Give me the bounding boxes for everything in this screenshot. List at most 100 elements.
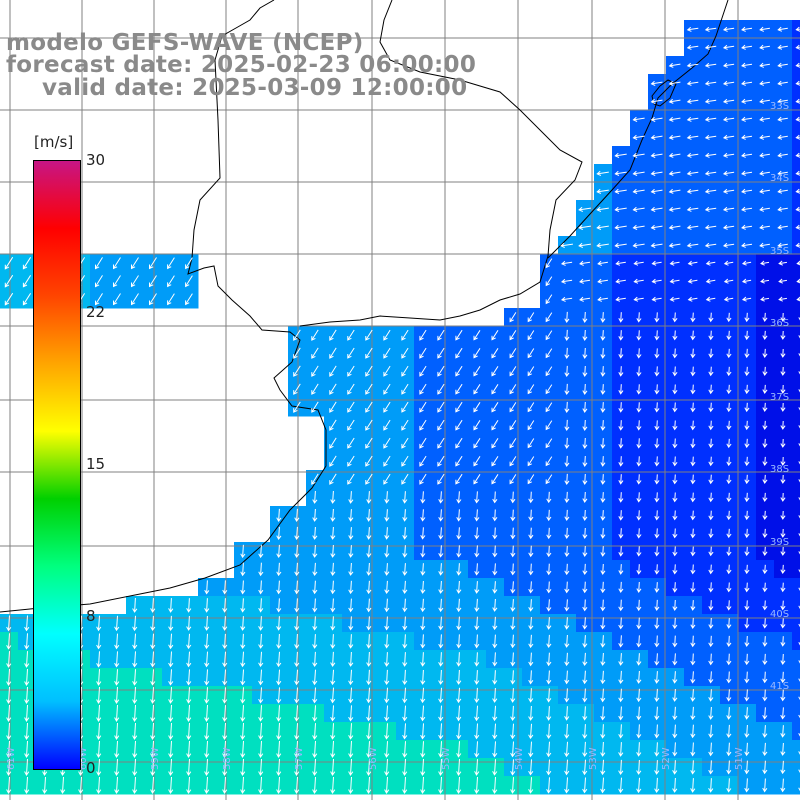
wind-arrow — [510, 581, 516, 594]
wind-arrow — [726, 546, 732, 557]
wind-arrow — [798, 605, 800, 610]
wind-arrow — [473, 402, 481, 413]
wind-arrow — [312, 758, 318, 776]
wind-arrow — [384, 687, 390, 704]
wind-arrow — [564, 581, 570, 594]
wind-arrow — [96, 615, 102, 632]
wind-arrow — [741, 98, 753, 104]
wind-arrow — [708, 742, 714, 757]
wind-arrow — [726, 778, 732, 793]
wind-arrow — [672, 706, 678, 721]
wind-arrow — [741, 296, 752, 302]
longitude-label: 55W — [441, 747, 452, 770]
wind-arrow — [690, 402, 696, 413]
wind-arrow — [419, 401, 427, 413]
wind-arrow — [240, 651, 246, 668]
wind-arrow — [708, 635, 714, 648]
wind-arrow — [618, 653, 624, 666]
wind-arrow — [204, 758, 210, 776]
wind-arrow — [95, 293, 103, 306]
wind-arrow — [798, 389, 800, 393]
wind-arrow — [618, 759, 624, 776]
wind-arrow — [419, 455, 427, 467]
wind-arrow — [528, 563, 534, 576]
wind-arrow — [722, 152, 735, 158]
wind-arrow — [24, 704, 30, 722]
wind-arrow — [204, 651, 210, 668]
wind-arrow — [474, 759, 480, 776]
wind-arrow — [276, 633, 282, 649]
wind-arrow — [672, 312, 678, 323]
wind-arrow — [455, 473, 463, 485]
wind-arrow — [510, 545, 516, 558]
wind-arrow — [690, 366, 696, 377]
wind-arrow — [168, 776, 174, 794]
wind-arrow — [780, 402, 786, 412]
wind-arrow — [150, 722, 156, 740]
wind-arrow — [564, 527, 570, 540]
wind-arrow — [672, 546, 678, 557]
wind-arrow — [726, 600, 732, 611]
wind-arrow — [222, 705, 228, 722]
wind-arrow — [704, 62, 717, 68]
wind-arrow — [456, 741, 462, 758]
wind-arrow — [150, 776, 156, 794]
wind-arrow — [473, 420, 481, 431]
wind-arrow — [579, 296, 591, 302]
wind-arrow — [690, 438, 696, 449]
wind-arrow — [564, 365, 570, 378]
wind-arrow — [690, 600, 696, 611]
wind-arrow — [704, 206, 717, 212]
wind-arrow — [204, 740, 210, 758]
wind-arrow — [348, 776, 354, 794]
latitude-label: 38S — [770, 464, 789, 475]
wind-arrow — [636, 688, 642, 703]
wind-arrow — [798, 371, 800, 375]
wind-arrow — [527, 456, 535, 467]
wind-arrow — [437, 473, 445, 485]
wind-arrow — [149, 293, 157, 306]
wind-arrow — [690, 671, 696, 684]
wind-arrow — [276, 651, 282, 668]
wind-arrow — [704, 26, 717, 32]
wind-arrow — [744, 438, 750, 449]
wind-arrow — [564, 329, 570, 342]
wind-arrow — [686, 224, 699, 230]
wind-arrow — [741, 224, 753, 230]
wind-arrow — [654, 456, 660, 467]
wind-arrow — [330, 705, 336, 722]
wind-arrow — [762, 760, 768, 775]
wind-arrow — [329, 329, 337, 341]
wind-arrow — [777, 242, 788, 248]
wind-arrow — [419, 347, 427, 359]
wind-arrow — [600, 741, 606, 757]
wind-arrow — [131, 257, 139, 270]
coastline-path — [0, 0, 327, 613]
wind-speed-cell — [792, 650, 800, 669]
wind-arrow — [726, 760, 732, 775]
wind-arrow — [798, 317, 800, 321]
wind-arrow — [6, 668, 12, 686]
wind-arrow — [185, 275, 193, 288]
wind-arrow — [777, 98, 788, 104]
wind-arrow — [545, 276, 553, 287]
latitude-label: 36S — [770, 318, 789, 329]
wind-arrow — [474, 652, 480, 667]
wind-arrow — [672, 582, 678, 593]
wind-arrow — [654, 348, 660, 359]
wind-arrow — [294, 740, 300, 758]
wind-arrow — [510, 563, 516, 576]
wind-arrow — [686, 80, 699, 86]
wind-arrow — [564, 509, 570, 522]
wind-arrow — [762, 474, 768, 485]
wind-arrow — [726, 724, 732, 739]
latitude-label: 35S — [770, 246, 789, 257]
wind-arrow — [492, 598, 498, 612]
wind-arrow — [744, 312, 750, 323]
wind-arrow — [600, 402, 606, 413]
wind-arrow — [615, 260, 626, 266]
wind-arrow — [618, 581, 624, 594]
wind-arrow — [419, 419, 427, 431]
wind-arrow — [383, 473, 391, 485]
wind-arrow — [276, 562, 282, 577]
